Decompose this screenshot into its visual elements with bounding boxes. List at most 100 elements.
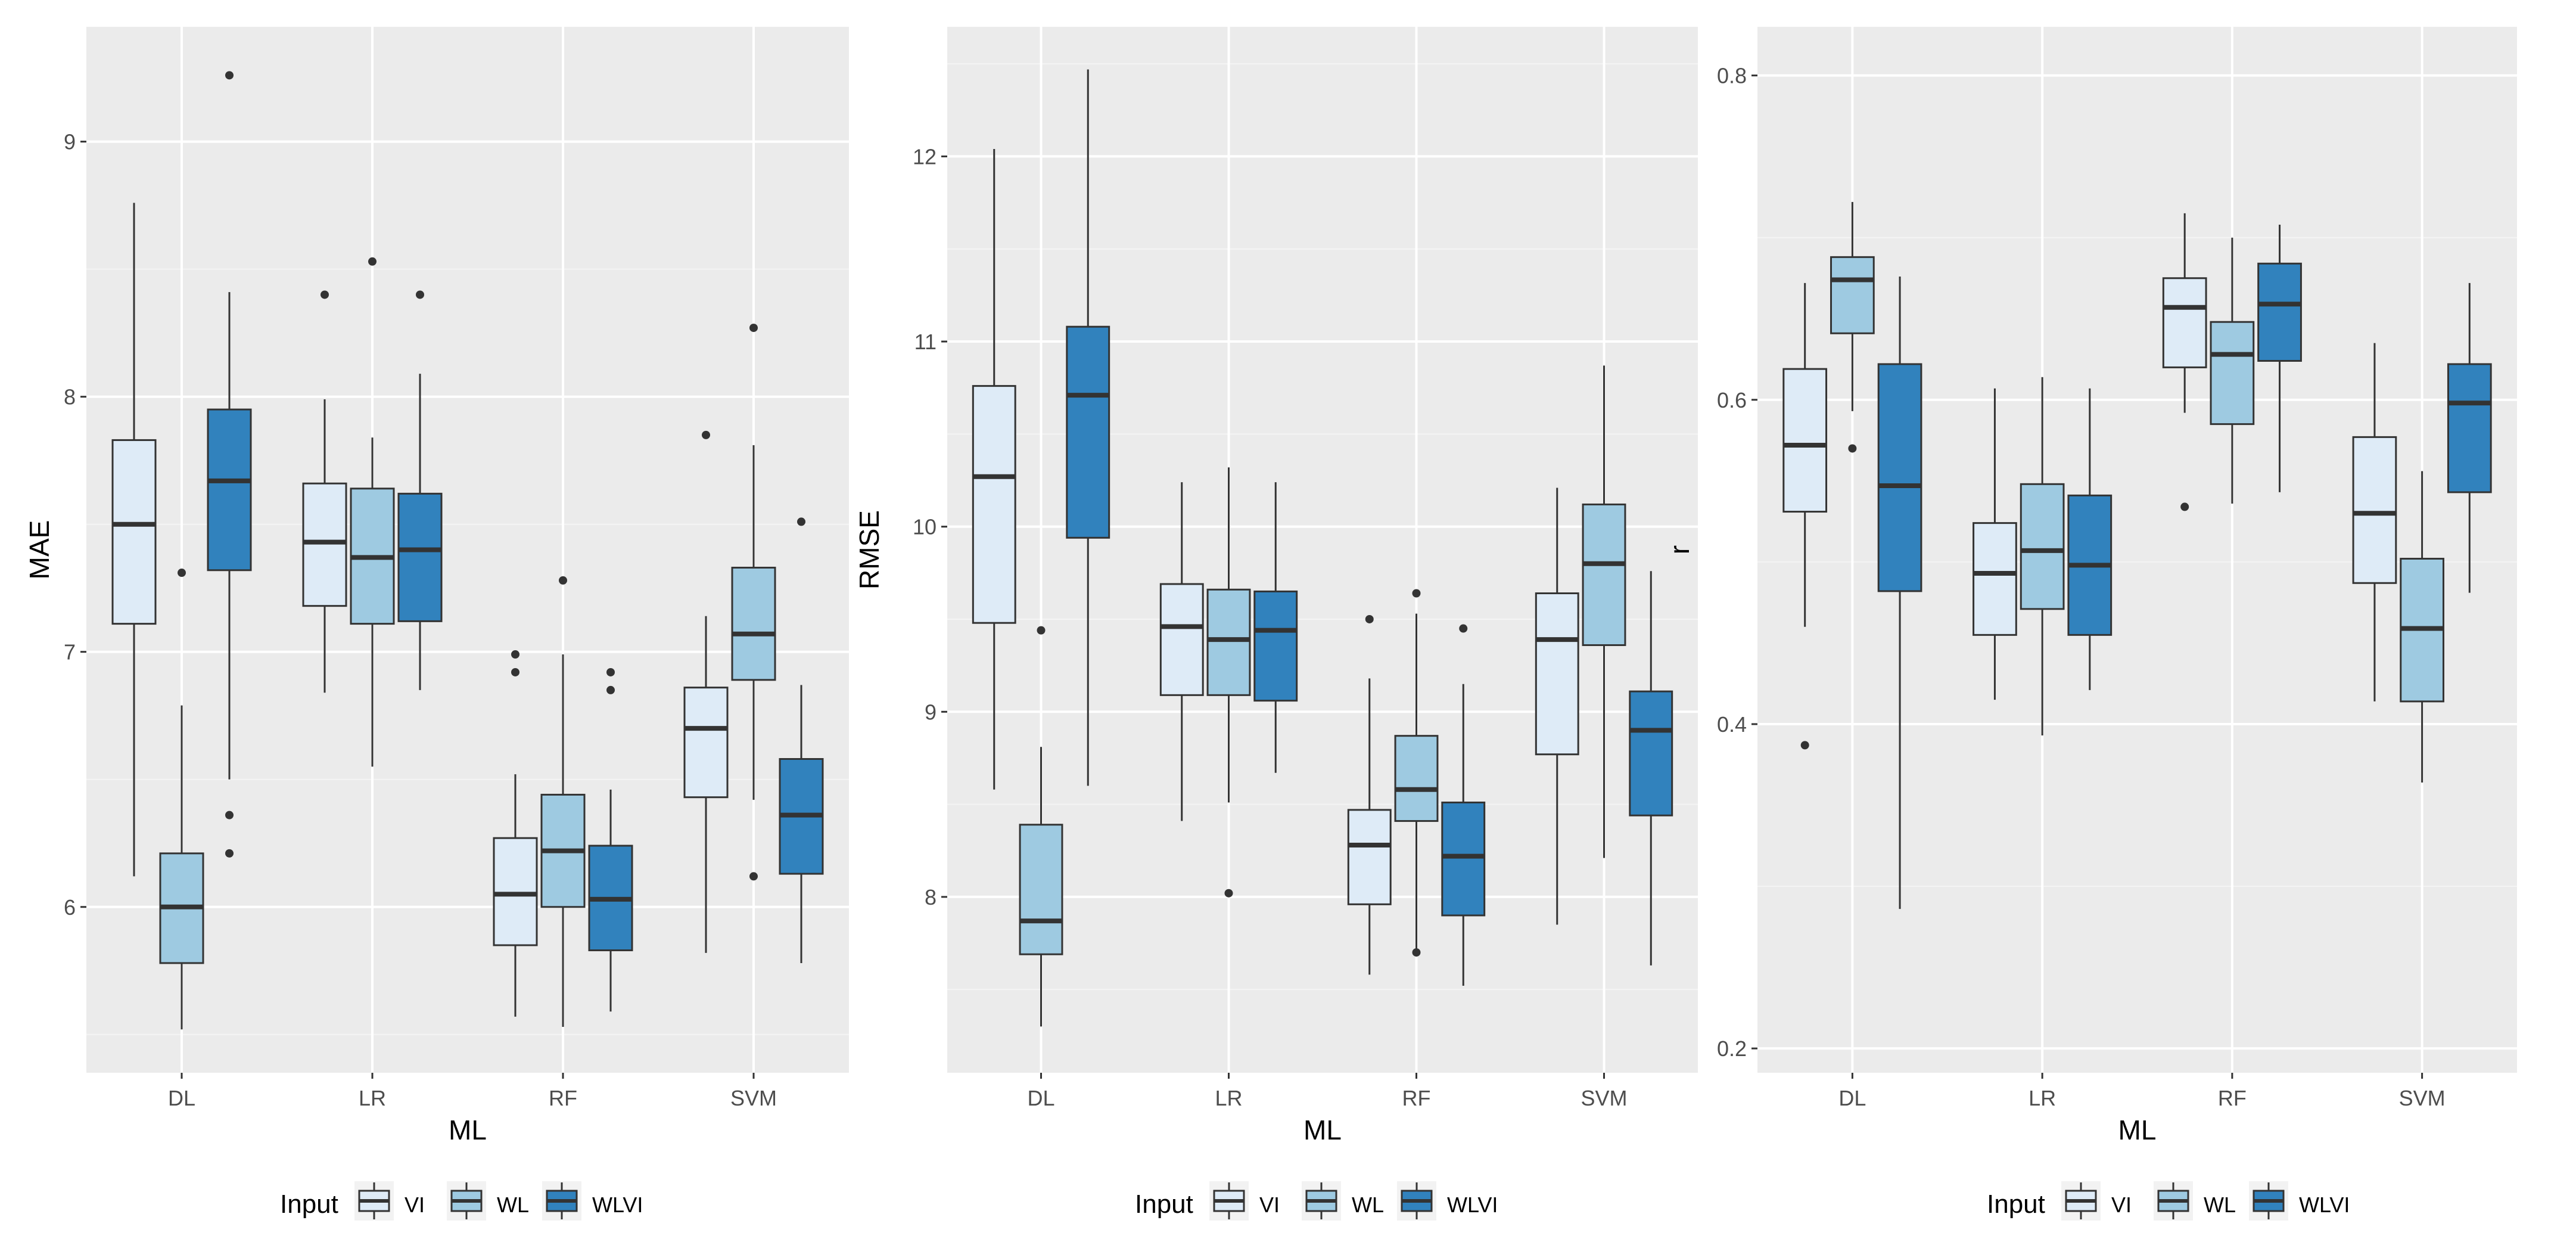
box-wl-svm [1582,365,1626,858]
box-vi-lr [1159,482,1204,821]
box-wlvi-lr [397,290,443,690]
y-tick-label: 9 [64,130,76,154]
legend-key-wlvi [1397,1181,1436,1221]
x-tick-label: RF [2218,1086,2247,1110]
iqr-box [1347,809,1392,905]
iqr-box [1782,368,1828,513]
legend-label: WLVI [2299,1193,2350,1217]
outlier-point [1459,624,1468,633]
outlier-point [702,430,710,439]
legend-title: Input [1135,1190,1193,1219]
box-vi-svm [683,430,729,953]
outlier-point [321,290,329,299]
iqr-box [1830,256,1875,334]
outlier-point [511,650,519,659]
box-wl-lr [2020,377,2065,736]
y-tick-label: 0.6 [1717,388,1747,412]
y-tick-label: 0.4 [1717,712,1747,737]
iqr-box [397,492,443,622]
outlier-point [1412,948,1421,957]
outlier-point [1037,626,1046,635]
box-wl-dl [1830,201,1875,453]
iqr-box [2020,483,2065,610]
outlier-point [749,872,758,881]
legend-key-wl [447,1181,486,1221]
panel-rmse: 8 9 10 11 12 DL LR RF SVM ML RMSE [854,27,1698,1145]
iqr-box [1066,325,1110,539]
iqr-box [1582,503,1626,646]
x-axis-title: ML [2118,1114,2157,1145]
iqr-box [1394,735,1439,822]
box-wl-svm [2400,471,2444,783]
iqr-box [2352,436,2397,584]
iqr-box [1441,801,1486,917]
legend-label: WL [2204,1193,2236,1217]
box-vi-rf [1347,614,1392,975]
outlier-point [559,576,567,585]
iqr-box [1877,363,1922,592]
box-wlvi-rf [588,667,633,1012]
iqr-box [1535,592,1579,756]
box-vi-svm [2352,343,2397,701]
legend-rmse: Input VI WL WLVI [1135,1181,1498,1221]
iqr-box [2447,363,2492,493]
box-wl-svm [731,324,776,881]
legend-key-wlvi [2249,1181,2288,1221]
box-wlvi-lr [2067,388,2113,690]
y-tick-label: 6 [64,895,76,920]
box-wlvi-dl [1877,277,1922,909]
x-tick-label: SVM [2399,1086,2446,1110]
box-wlvi-lr [1253,482,1298,773]
iqr-box [972,385,1016,624]
y-axis-title: RMSE [854,510,885,589]
iqr-box [1629,690,1673,816]
x-tick-label: DL [1027,1086,1054,1110]
box-wl-rf [1394,589,1439,957]
outlier-point [1412,589,1421,598]
panel-mae: 6 7 8 9 DL LR RF SVM ML MAE [24,27,849,1145]
x-tick-label: LR [1215,1086,1242,1110]
y-axis-title: r [1664,545,1695,554]
y-tick-label: 12 [913,144,937,169]
x-axis-title: ML [1303,1114,1342,1145]
y-tick-label: 9 [925,700,937,724]
legend-key-vi [1209,1181,1249,1221]
outlier-point [178,569,186,578]
box-wlvi-svm [1629,571,1673,965]
outlier-point [225,811,234,819]
outlier-point [1365,614,1374,623]
box-vi-dl [1782,282,1828,750]
x-tick-label: LR [2029,1086,2056,1110]
legend-key-vi [354,1181,394,1221]
iqr-box [111,439,157,625]
panels: 6 7 8 9 DL LR RF SVM ML MAE 8 9 10 11 12 DL LR RF SVM ML RMS… [24,27,2517,1145]
outlier-point [2180,502,2189,511]
box-wl-rf [2210,237,2255,504]
box-wlvi-svm [2447,282,2492,593]
x-tick-label: LR [359,1086,386,1110]
legend-key-vi [2061,1181,2101,1221]
outlier-point [225,849,234,858]
legend-label: WLVI [592,1193,643,1217]
y-tick-label: 10 [913,515,937,539]
box-wl-dl [159,569,204,1030]
outlier-point [1800,741,1809,750]
iqr-box [493,837,538,946]
outlier-point [511,667,519,676]
legend-title: Input [280,1190,338,1219]
box-vi-svm [1535,488,1579,925]
plot-background [947,27,1698,1073]
legend-label: VI [405,1193,425,1217]
y-tick-label: 8 [64,385,76,409]
outlier-point [749,324,758,333]
y-tick-label: 11 [914,330,937,354]
iqr-box [2210,321,2255,426]
x-tick-label: DL [168,1086,195,1110]
legend-label: WL [497,1193,529,1217]
box-wl-rf [540,576,586,1027]
panel-r: 0.2 0.4 0.6 0.8 DL LR RF SVM ML r [1664,27,2517,1145]
legend-key-wlvi [542,1181,581,1221]
legend-title: Input [1987,1190,2045,1219]
legend-mae: Input VI WL WLVI [280,1181,643,1221]
